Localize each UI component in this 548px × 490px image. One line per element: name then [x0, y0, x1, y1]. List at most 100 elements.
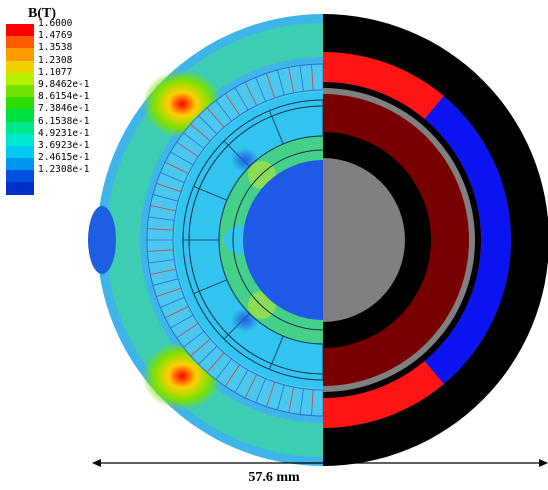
slot-line: [299, 388, 304, 415]
legend-swatch: [6, 60, 34, 73]
slot-line: [206, 107, 225, 128]
slot-line: [299, 65, 304, 92]
legend-swatch: [6, 84, 34, 98]
slot-line: [170, 314, 194, 329]
legend-swatch: [6, 109, 34, 122]
rotor-core-field: [243, 160, 323, 320]
legend-label: 1.6000: [38, 18, 73, 29]
legend-row: 1.6000: [6, 19, 118, 37]
slot-line: [164, 161, 189, 175]
segment-line: [193, 279, 228, 294]
slot-line: [198, 115, 218, 135]
slot-line: [266, 381, 276, 407]
slot-line: [234, 87, 249, 111]
slot-line: [288, 67, 295, 93]
slot-line: [170, 151, 194, 166]
legend-swatch: [6, 24, 34, 37]
slot-line: [152, 278, 179, 286]
slot-line: [160, 297, 185, 308]
slot-line: [206, 352, 225, 373]
slot-line: [148, 259, 175, 264]
slot-line: [164, 305, 189, 319]
slot-line: [277, 69, 285, 96]
slot-line: [311, 389, 314, 416]
slot-line: [160, 172, 185, 183]
legend-label: 1.2308e-1: [38, 164, 90, 176]
legend-row: 6.1538e-1: [6, 116, 118, 134]
legend-row: 1.2308e-1: [6, 165, 118, 183]
legend-swatch: [6, 133, 34, 146]
stator-slots: [147, 64, 323, 416]
color-legend: B(T) 1.6000 1.4769 1.3538 1.2308 1.1077 9.846…: [6, 6, 118, 195]
legend-label: 1.2308: [38, 54, 73, 66]
legend-label: 2.4615e-1: [38, 152, 90, 164]
legend-row: 3.6923e-1: [6, 140, 118, 159]
legend-label: 3.6923e-1: [38, 139, 90, 151]
slot-line: [244, 81, 258, 106]
legend-swatch: [6, 72, 34, 85]
legend-rows: 1.6000 1.4769 1.3538 1.2308 1.1077 9.8462e-1 8…: [6, 19, 118, 195]
slot-line: [311, 64, 314, 91]
legend-label: 9.8462e-1: [38, 78, 90, 90]
arrow-left-icon: [92, 459, 101, 467]
legend-swatch: [6, 182, 34, 195]
slot-line: [150, 205, 176, 212]
legend-row: 7.3846e-1: [6, 104, 118, 122]
slot-line: [150, 268, 176, 275]
slot-line: [183, 330, 205, 348]
legend-row: 1.1077: [6, 67, 118, 85]
slot-line: [224, 364, 240, 387]
slot-line: [190, 123, 211, 142]
segment-line: [193, 186, 228, 201]
legend-swatch: [6, 48, 34, 61]
legend-swatch: [6, 145, 34, 159]
slot-line: [152, 194, 179, 202]
segment-line: [269, 335, 284, 370]
legend-swatch: [6, 97, 34, 110]
legend-row: 8.6154e-1: [6, 92, 118, 110]
legend-label: 1.1077: [38, 66, 73, 78]
slot-line: [156, 287, 182, 297]
scale-bar: [92, 459, 548, 467]
legend-label: 7.3846e-1: [38, 103, 90, 115]
legend-label: 1.3538: [38, 42, 73, 54]
slot-line: [234, 369, 249, 393]
slot-line: [266, 73, 276, 99]
legend-label: 6.1538e-1: [38, 115, 90, 127]
legend-row: 1.3538: [6, 43, 118, 61]
slot-line: [148, 216, 175, 221]
slot-line: [255, 77, 266, 102]
slot-line: [183, 132, 205, 150]
slot-line: [215, 358, 233, 380]
legend-row-bottom: [6, 182, 118, 195]
field-plot-left-half: [88, 14, 323, 466]
legend-row: 1.4769: [6, 31, 118, 49]
legend-swatch: [6, 158, 34, 171]
legend-label: 4.9231e-1: [38, 127, 90, 139]
legend-swatch: [6, 170, 34, 183]
legend-label: 1.4769: [38, 30, 73, 42]
slot-line: [255, 378, 266, 403]
segment-line: [269, 110, 284, 145]
slot-line: [176, 141, 199, 157]
slot-line: [288, 387, 295, 413]
arrow-right-icon: [539, 459, 548, 467]
magnet-blue-arc: [424, 95, 512, 385]
slot-line: [198, 345, 218, 365]
legend-row: 2.4615e-1: [6, 153, 118, 171]
legend-row: 9.8462e-1: [6, 79, 118, 98]
slot-line: [156, 183, 182, 193]
slot-line: [190, 338, 211, 357]
slot-line: [215, 100, 233, 122]
legend-swatch: [6, 121, 34, 134]
shaft-gray: [323, 158, 405, 322]
material-regions-right-half: [323, 14, 548, 466]
scale-bar-label: 57.6 mm: [248, 470, 300, 485]
slot-line: [277, 384, 285, 411]
slot-line: [147, 228, 174, 231]
slot-line: [176, 323, 199, 339]
slot-line: [147, 249, 174, 252]
legend-swatch: [6, 36, 34, 49]
legend-row: 4.9231e-1: [6, 128, 118, 146]
